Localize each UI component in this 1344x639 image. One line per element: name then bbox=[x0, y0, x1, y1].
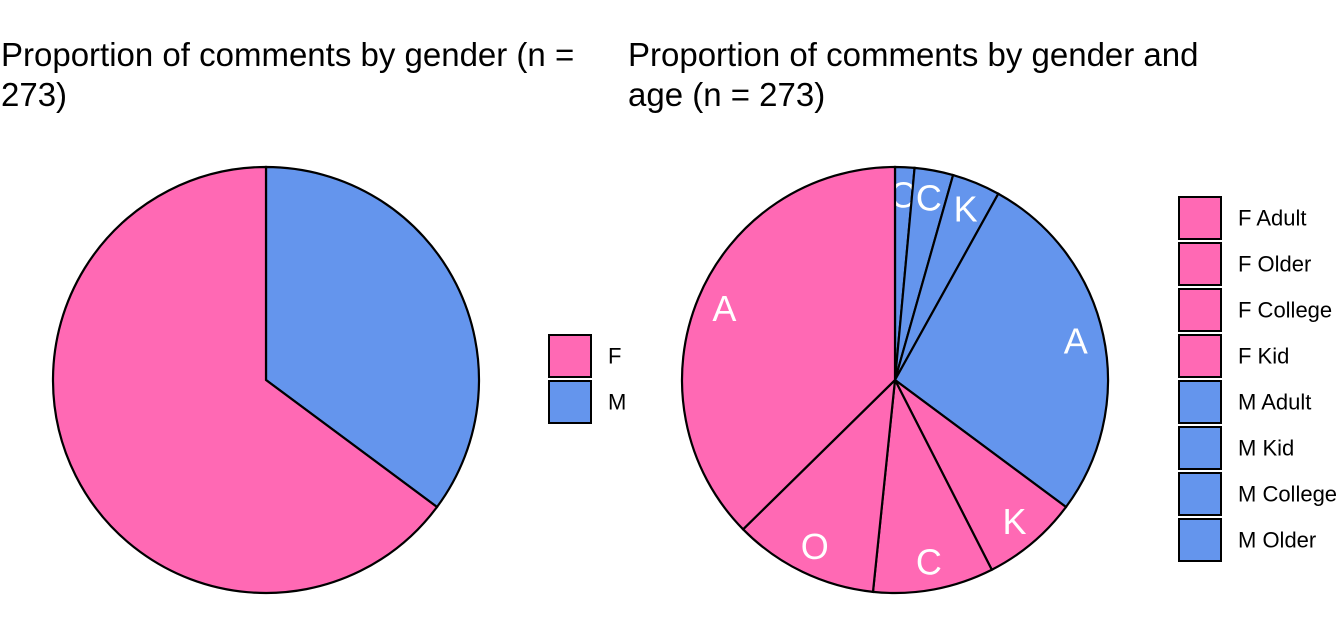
pie-gender bbox=[51, 165, 481, 595]
gender-age-legend-key-m-adult bbox=[1178, 380, 1222, 424]
gender-legend-key-m bbox=[548, 380, 592, 424]
gender-age-slice-label-f-adult: A bbox=[712, 288, 736, 329]
gender-age-slice-f-adult bbox=[680, 165, 897, 531]
gender-age-slice-f-kid bbox=[894, 379, 1068, 572]
gender-slice-f bbox=[51, 165, 439, 595]
gender-age-slice-label-m-kid: K bbox=[954, 189, 978, 230]
gender-age-legend-label-f-kid: F Kid bbox=[1238, 344, 1289, 369]
gender-age-slice-label-f-kid: K bbox=[1002, 501, 1026, 542]
gender-age-slice-f-college bbox=[871, 376, 994, 595]
gender-age-slice-f-older bbox=[741, 377, 897, 594]
gender-age-legend-key-m-college bbox=[1178, 472, 1222, 516]
chart-title-gender-age: Proportion of comments by gender and age… bbox=[628, 36, 1199, 113]
gender-age-legend-label-f-college: F College bbox=[1238, 298, 1332, 323]
gender-age-slice-label-m-adult: A bbox=[1064, 320, 1088, 361]
gender-age-legend-key-m-kid bbox=[1178, 426, 1222, 470]
legend-gender: FM bbox=[548, 334, 626, 424]
gender-age-legend-label-m-kid: M Kid bbox=[1238, 436, 1294, 461]
gender-age-slice-label-f-older: O bbox=[801, 526, 829, 567]
gender-age-slice-label-m-college: C bbox=[916, 178, 942, 219]
gender-age-legend-label-m-older: M Older bbox=[1238, 528, 1316, 553]
gender-age-slice-label-f-college: C bbox=[916, 541, 942, 582]
gender-age-legend-label-f-adult: F Adult bbox=[1238, 206, 1306, 231]
gender-slice-m bbox=[264, 165, 481, 509]
gender-age-legend-key-f-adult bbox=[1178, 196, 1222, 240]
gender-age-legend-key-f-kid bbox=[1178, 334, 1222, 378]
legend-gender-age: F Adult F Older F College F Kid M Adult M Kid… bbox=[1178, 196, 1337, 562]
gender-legend-label-m: M bbox=[608, 390, 626, 415]
gender-age-legend-key-f-college bbox=[1178, 288, 1222, 332]
gender-age-legend-label-m-adult: M Adult bbox=[1238, 390, 1311, 415]
gender-age-legend-label-f-older: F Older bbox=[1238, 252, 1311, 277]
gender-age-legend-key-m-older bbox=[1178, 518, 1222, 562]
gender-legend-key-f bbox=[548, 334, 592, 378]
gender-age-legend-key-f-older bbox=[1178, 242, 1222, 286]
gender-age-legend-label-m-college: M College bbox=[1238, 482, 1337, 507]
chart-title-gender: Proportion of comments by gender (n = 27… bbox=[1, 36, 575, 113]
gender-legend-label-f: F bbox=[608, 344, 621, 369]
gender-age-slice-m-adult bbox=[893, 192, 1110, 509]
